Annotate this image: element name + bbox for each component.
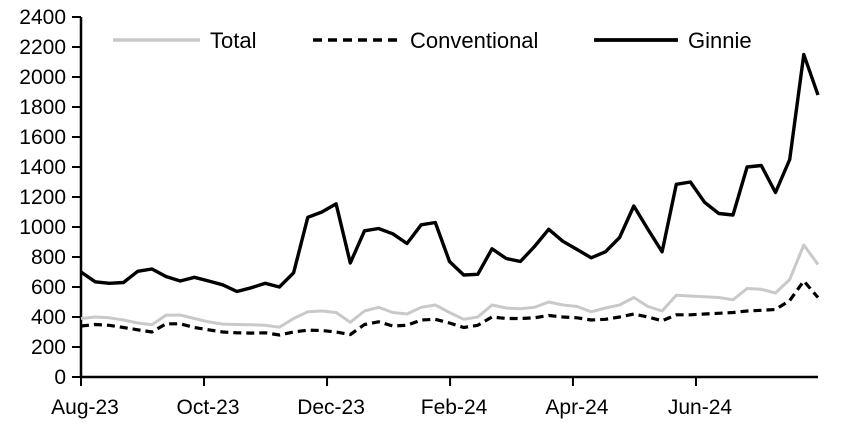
legend-label-ginnie: Ginnie [688,28,752,53]
x-axis-tick-label: Aug-23 [51,396,119,419]
x-axis-tick-label: Feb-24 [421,396,488,419]
conventional-line [80,279,820,337]
y-axis-tick-label: 1800 [19,96,66,119]
y-axis-tick-label: 2200 [19,36,66,59]
y-axis-tick-label: 1600 [19,126,66,149]
y-axis-tick-label: 200 [31,336,66,359]
y-axis-tick-label: 600 [31,276,66,299]
x-axis-tick-label: Oct-23 [177,396,240,419]
y-axis-tick-label: 2000 [19,66,66,89]
x-axis-tick-label: Jun-24 [668,396,733,419]
ginnie-line [80,52,820,294]
y-axis-tick-label: 2400 [19,6,66,29]
y-axis-tick-label: 800 [31,246,66,269]
y-axis-tick-label: 400 [31,306,66,329]
y-axis-tick-label: 1000 [19,216,66,239]
x-axis-tick-label: Dec-23 [297,396,365,419]
y-axis-tick-label: 0 [54,366,66,389]
total-line [80,243,820,329]
y-axis-tick-label: 1400 [19,156,66,179]
x-axis-tick-label: Apr-24 [545,396,608,419]
legend-label-total: Total [210,28,256,53]
y-axis-tick-label: 1200 [19,186,66,209]
legend-label-conventional: Conventional [410,28,538,53]
